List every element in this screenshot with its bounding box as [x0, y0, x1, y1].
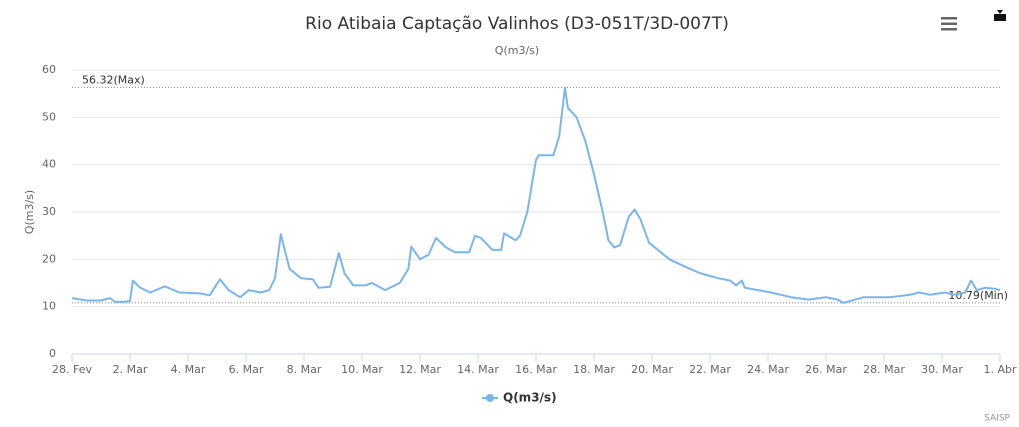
menu-bar — [941, 22, 957, 25]
plot-area: 0 10 20 30 40 50 60 28. Fev 2. Mar 4. Mar 6. Mar 8.… — [42, 63, 1017, 405]
download-icon — [994, 10, 1006, 21]
x-tick-label: 8. Mar — [287, 363, 322, 376]
chart-title: Rio Atibaia Captação Valinhos (D3-051T/3… — [305, 14, 729, 34]
x-tick-label: 2. Mar — [113, 363, 148, 376]
legend-label: Q(m3/s) — [503, 391, 557, 405]
x-tick-label: 24. Mar — [747, 363, 789, 376]
x-tick-label: 28. Fev — [52, 363, 92, 376]
menu-bar — [941, 17, 957, 20]
x-tick-label: 10. Mar — [341, 363, 383, 376]
x-tick-label: 14. Mar — [457, 363, 499, 376]
x-tick-label: 20. Mar — [631, 363, 673, 376]
chart-subtitle: Q(m3/s) — [495, 44, 539, 57]
download-button[interactable] — [994, 10, 1006, 21]
menu-button[interactable] — [941, 17, 957, 31]
y-tick-label: 60 — [42, 63, 56, 76]
y-axis-label: Q(m3/s) — [23, 190, 36, 234]
x-tick-label: 12. Mar — [399, 363, 441, 376]
y-tick-label: 20 — [42, 252, 56, 265]
y-tick-label: 30 — [42, 205, 56, 218]
y-tick-label: 10 — [42, 300, 56, 313]
credits: SAISP — [984, 414, 1010, 424]
x-tick-label: 18. Mar — [573, 363, 615, 376]
x-tick-label: 4. Mar — [171, 363, 206, 376]
plot-line-label: 56.32(Max) — [82, 73, 145, 86]
data-line — [71, 86, 1001, 304]
y-tick-label: 0 — [49, 347, 56, 360]
x-tick-label: 28. Mar — [863, 363, 905, 376]
menu-bar — [941, 28, 957, 31]
x-tick-label: 6. Mar — [229, 363, 264, 376]
x-tick-label: 16. Mar — [515, 363, 557, 376]
x-tick-label: 22. Mar — [689, 363, 731, 376]
x-tick-label: 30. Mar — [921, 363, 963, 376]
x-tick-label: 26. Mar — [805, 363, 847, 376]
y-tick-label: 40 — [42, 158, 56, 171]
x-tick-label: 1. Abr — [983, 363, 1016, 376]
y-tick-label: 50 — [42, 110, 56, 123]
legend-symbol — [486, 394, 494, 402]
